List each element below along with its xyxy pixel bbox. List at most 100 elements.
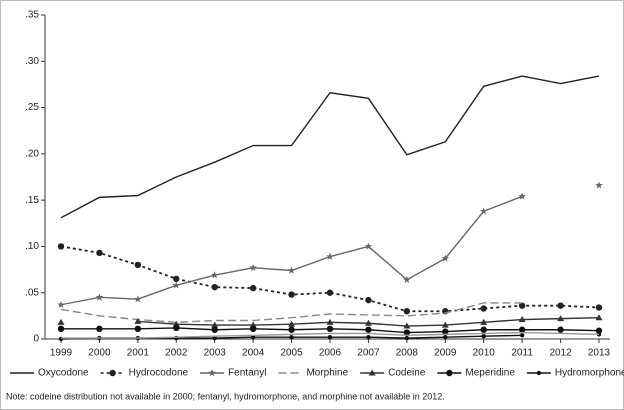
y-tick-label: .25 [25, 102, 39, 113]
series-line [60, 245, 600, 313]
marker [518, 326, 526, 333]
marker [443, 334, 448, 340]
y-tick-label: .05 [25, 287, 39, 298]
x-tick-label: 2011 [511, 348, 533, 359]
marker [364, 242, 373, 250]
x-tick-label: 2010 [473, 348, 496, 359]
marker [479, 207, 488, 215]
x-tick-label: 2009 [434, 348, 457, 359]
x-tick-label: 2004 [242, 348, 265, 359]
marker [557, 302, 564, 309]
marker [326, 318, 334, 325]
marker [442, 328, 449, 335]
legend-label: Hydrocodone [129, 368, 189, 379]
marker [134, 325, 142, 333]
marker [557, 315, 565, 322]
x-tick-label: 2013 [588, 348, 611, 359]
marker [57, 300, 65, 308]
marker [368, 369, 376, 376]
marker [403, 322, 411, 329]
marker [441, 321, 449, 328]
marker [326, 289, 334, 296]
legend-label: Oxycodone [38, 368, 89, 379]
marker [57, 243, 65, 250]
marker [211, 283, 218, 291]
marker [211, 326, 218, 333]
marker [109, 369, 116, 377]
marker [596, 332, 602, 337]
marker [480, 305, 487, 312]
marker [519, 333, 525, 338]
marker [249, 263, 257, 271]
x-tick-label: 2003 [204, 348, 227, 359]
marker [173, 324, 180, 332]
x-tick-label: 2000 [88, 348, 111, 359]
marker [480, 326, 487, 333]
y-tick-label: .10 [25, 241, 39, 252]
marker [326, 252, 334, 260]
x-tick-label: 2008 [396, 348, 419, 359]
marker [364, 319, 372, 326]
marker [595, 304, 603, 311]
series-line [60, 75, 600, 219]
marker [249, 284, 257, 292]
legend-label: Morphine [306, 368, 348, 379]
marker [327, 334, 333, 340]
x-tick-label: 2012 [549, 348, 572, 359]
marker [288, 326, 295, 333]
x-tick-label: 2002 [165, 348, 188, 359]
marker [289, 334, 294, 340]
marker [536, 370, 542, 376]
marker [404, 335, 410, 341]
legend-label: Fentanyl [228, 368, 266, 379]
x-tick-label: 2006 [319, 348, 342, 359]
marker [595, 314, 603, 321]
marker [518, 316, 526, 323]
marker [480, 318, 488, 325]
marker [403, 329, 411, 336]
marker [446, 369, 453, 377]
marker [403, 308, 411, 315]
legend-label: Meperidine [465, 368, 515, 379]
series-line [61, 331, 600, 339]
marker [518, 302, 526, 309]
marker [249, 325, 257, 333]
marker [595, 181, 603, 189]
marker [403, 275, 411, 283]
marker [557, 326, 564, 333]
marker [481, 334, 486, 339]
marker [172, 320, 180, 327]
x-tick-label: 2005 [280, 348, 303, 359]
marker [96, 249, 103, 257]
marker [365, 296, 372, 304]
marker [172, 281, 181, 289]
marker [518, 192, 526, 200]
y-tick-label: .20 [25, 148, 39, 159]
marker [249, 321, 257, 328]
y-tick-label: .35 [25, 10, 39, 21]
marker [173, 275, 180, 283]
legend-label: Codeine [388, 368, 426, 379]
marker [212, 335, 217, 341]
marker [211, 321, 219, 328]
marker [134, 317, 142, 324]
marker [96, 325, 103, 333]
legend-label: Hydromorphone [555, 368, 624, 379]
y-tick-label: .15 [25, 195, 39, 206]
marker [326, 325, 334, 333]
marker [57, 325, 65, 333]
marker [57, 318, 65, 325]
marker [134, 295, 142, 303]
marker [288, 320, 296, 327]
x-tick-label: 2001 [127, 348, 150, 359]
marker [288, 291, 295, 298]
note: Note: codeine distribution not available… [6, 391, 445, 401]
y-tick-label: 0 [33, 334, 39, 345]
x-tick-label: 1999 [50, 348, 73, 359]
marker [365, 326, 372, 333]
marker [208, 369, 216, 377]
marker [134, 261, 142, 269]
marker [366, 334, 371, 340]
